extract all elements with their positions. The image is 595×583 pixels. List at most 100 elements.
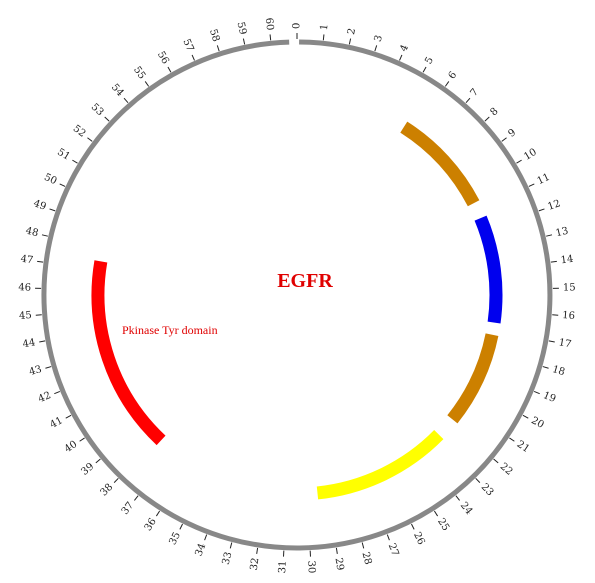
tick-mark <box>542 366 549 369</box>
tick-mark <box>550 260 557 263</box>
tick-mark <box>322 34 325 41</box>
tick-label: 45 <box>19 310 33 322</box>
tick-mark <box>204 534 208 541</box>
tick-mark <box>72 159 78 164</box>
tick-mark <box>49 208 56 212</box>
tick-mark <box>216 45 220 52</box>
tick-mark <box>501 137 507 142</box>
tick-label: 39 <box>79 461 96 478</box>
tick-label: 6 <box>447 70 460 82</box>
domain-arc-2 <box>474 215 503 324</box>
tick-mark <box>465 97 471 104</box>
domain-arcs <box>91 121 503 500</box>
tick-label: 1 <box>319 24 331 31</box>
tick-label: 46 <box>18 282 31 293</box>
tick-label: 59 <box>235 21 248 36</box>
tick-mark <box>444 81 450 87</box>
tick-mark <box>41 234 48 237</box>
domain-label-pkinase: Pkinase Tyr domain <box>122 323 218 337</box>
tick-mark <box>546 234 553 237</box>
tick-mark <box>256 547 259 554</box>
tick-label: 21 <box>515 439 532 455</box>
tick-mark <box>104 116 110 122</box>
tick-label: 14 <box>560 254 574 267</box>
tick-label: 29 <box>332 557 345 571</box>
domain-arc-1 <box>400 121 480 207</box>
tick-label: 37 <box>120 500 137 517</box>
tick-label: 36 <box>143 516 159 533</box>
ring-track <box>41 39 553 551</box>
tick-mark <box>79 437 85 442</box>
tick-label: 33 <box>221 551 235 566</box>
tick-mark <box>455 495 460 501</box>
tick-mark <box>386 534 390 541</box>
tick-mark <box>269 34 272 41</box>
tick-label: 2 <box>346 27 358 35</box>
tick-mark <box>167 66 172 73</box>
tick-mark <box>39 340 46 343</box>
tick-mark <box>229 542 233 549</box>
tick-label: 43 <box>28 364 43 378</box>
tick-label: 55 <box>131 65 147 82</box>
tick-mark <box>533 390 540 395</box>
tick-label: 49 <box>32 198 48 213</box>
tick-mark <box>37 260 44 263</box>
tick-label: 30 <box>305 560 317 573</box>
tick-label: 9 <box>506 127 518 140</box>
domain-arc-3 <box>447 333 499 424</box>
tick-mark <box>361 542 365 549</box>
tick-mark <box>348 38 352 45</box>
tick-mark <box>548 340 555 343</box>
tick-mark <box>522 414 529 419</box>
tick-mark <box>433 510 439 517</box>
tick-label: 28 <box>359 551 373 566</box>
protein-title: EGFR <box>277 270 333 292</box>
tick-label: 15 <box>563 282 576 293</box>
domain-arc-5 <box>91 260 166 446</box>
tick-label: 0 <box>292 23 303 29</box>
tick-label: 47 <box>20 254 34 267</box>
tick-mark <box>59 183 66 187</box>
tick-label: 12 <box>546 198 562 213</box>
tick-label: 25 <box>435 516 451 533</box>
tick-mark <box>87 137 93 142</box>
tick-mark <box>179 523 183 530</box>
tick-mark <box>113 477 119 483</box>
tick-mark <box>374 45 378 52</box>
tick-mark <box>191 54 195 61</box>
tick-label: 50 <box>42 172 58 187</box>
tick-label: 8 <box>488 106 500 118</box>
tick-label: 54 <box>109 82 126 99</box>
tick-label: 44 <box>22 337 37 350</box>
tick-label: 11 <box>536 172 552 187</box>
tick-mark <box>528 183 535 187</box>
tick-mark <box>399 54 403 61</box>
tick-label: 31 <box>277 560 289 573</box>
tick-label: 16 <box>562 310 576 322</box>
tick-mark <box>123 97 129 104</box>
tick-mark <box>134 495 139 501</box>
tick-mark <box>155 510 161 517</box>
tick-label: 42 <box>37 390 53 405</box>
domain-arc-4 <box>316 430 444 500</box>
tick-label: 32 <box>249 557 262 571</box>
tick-label: 56 <box>155 50 171 67</box>
tick-label: 3 <box>373 34 385 43</box>
tick-label: 41 <box>48 415 64 431</box>
tick-mark <box>144 81 150 87</box>
tick-mark <box>538 208 545 212</box>
tick-label: 19 <box>541 390 557 405</box>
outer-ring <box>41 39 553 551</box>
tick-label: 26 <box>411 530 427 546</box>
tick-label: 52 <box>71 123 88 139</box>
tick-mark <box>493 458 499 464</box>
tick-label: 38 <box>99 482 116 499</box>
tick-label: 18 <box>551 364 566 378</box>
tick-label: 58 <box>207 28 221 43</box>
tick-mark <box>45 366 52 369</box>
tick-label: 20 <box>529 415 545 431</box>
tick-label: 27 <box>386 542 401 558</box>
tick-mark <box>484 116 490 122</box>
